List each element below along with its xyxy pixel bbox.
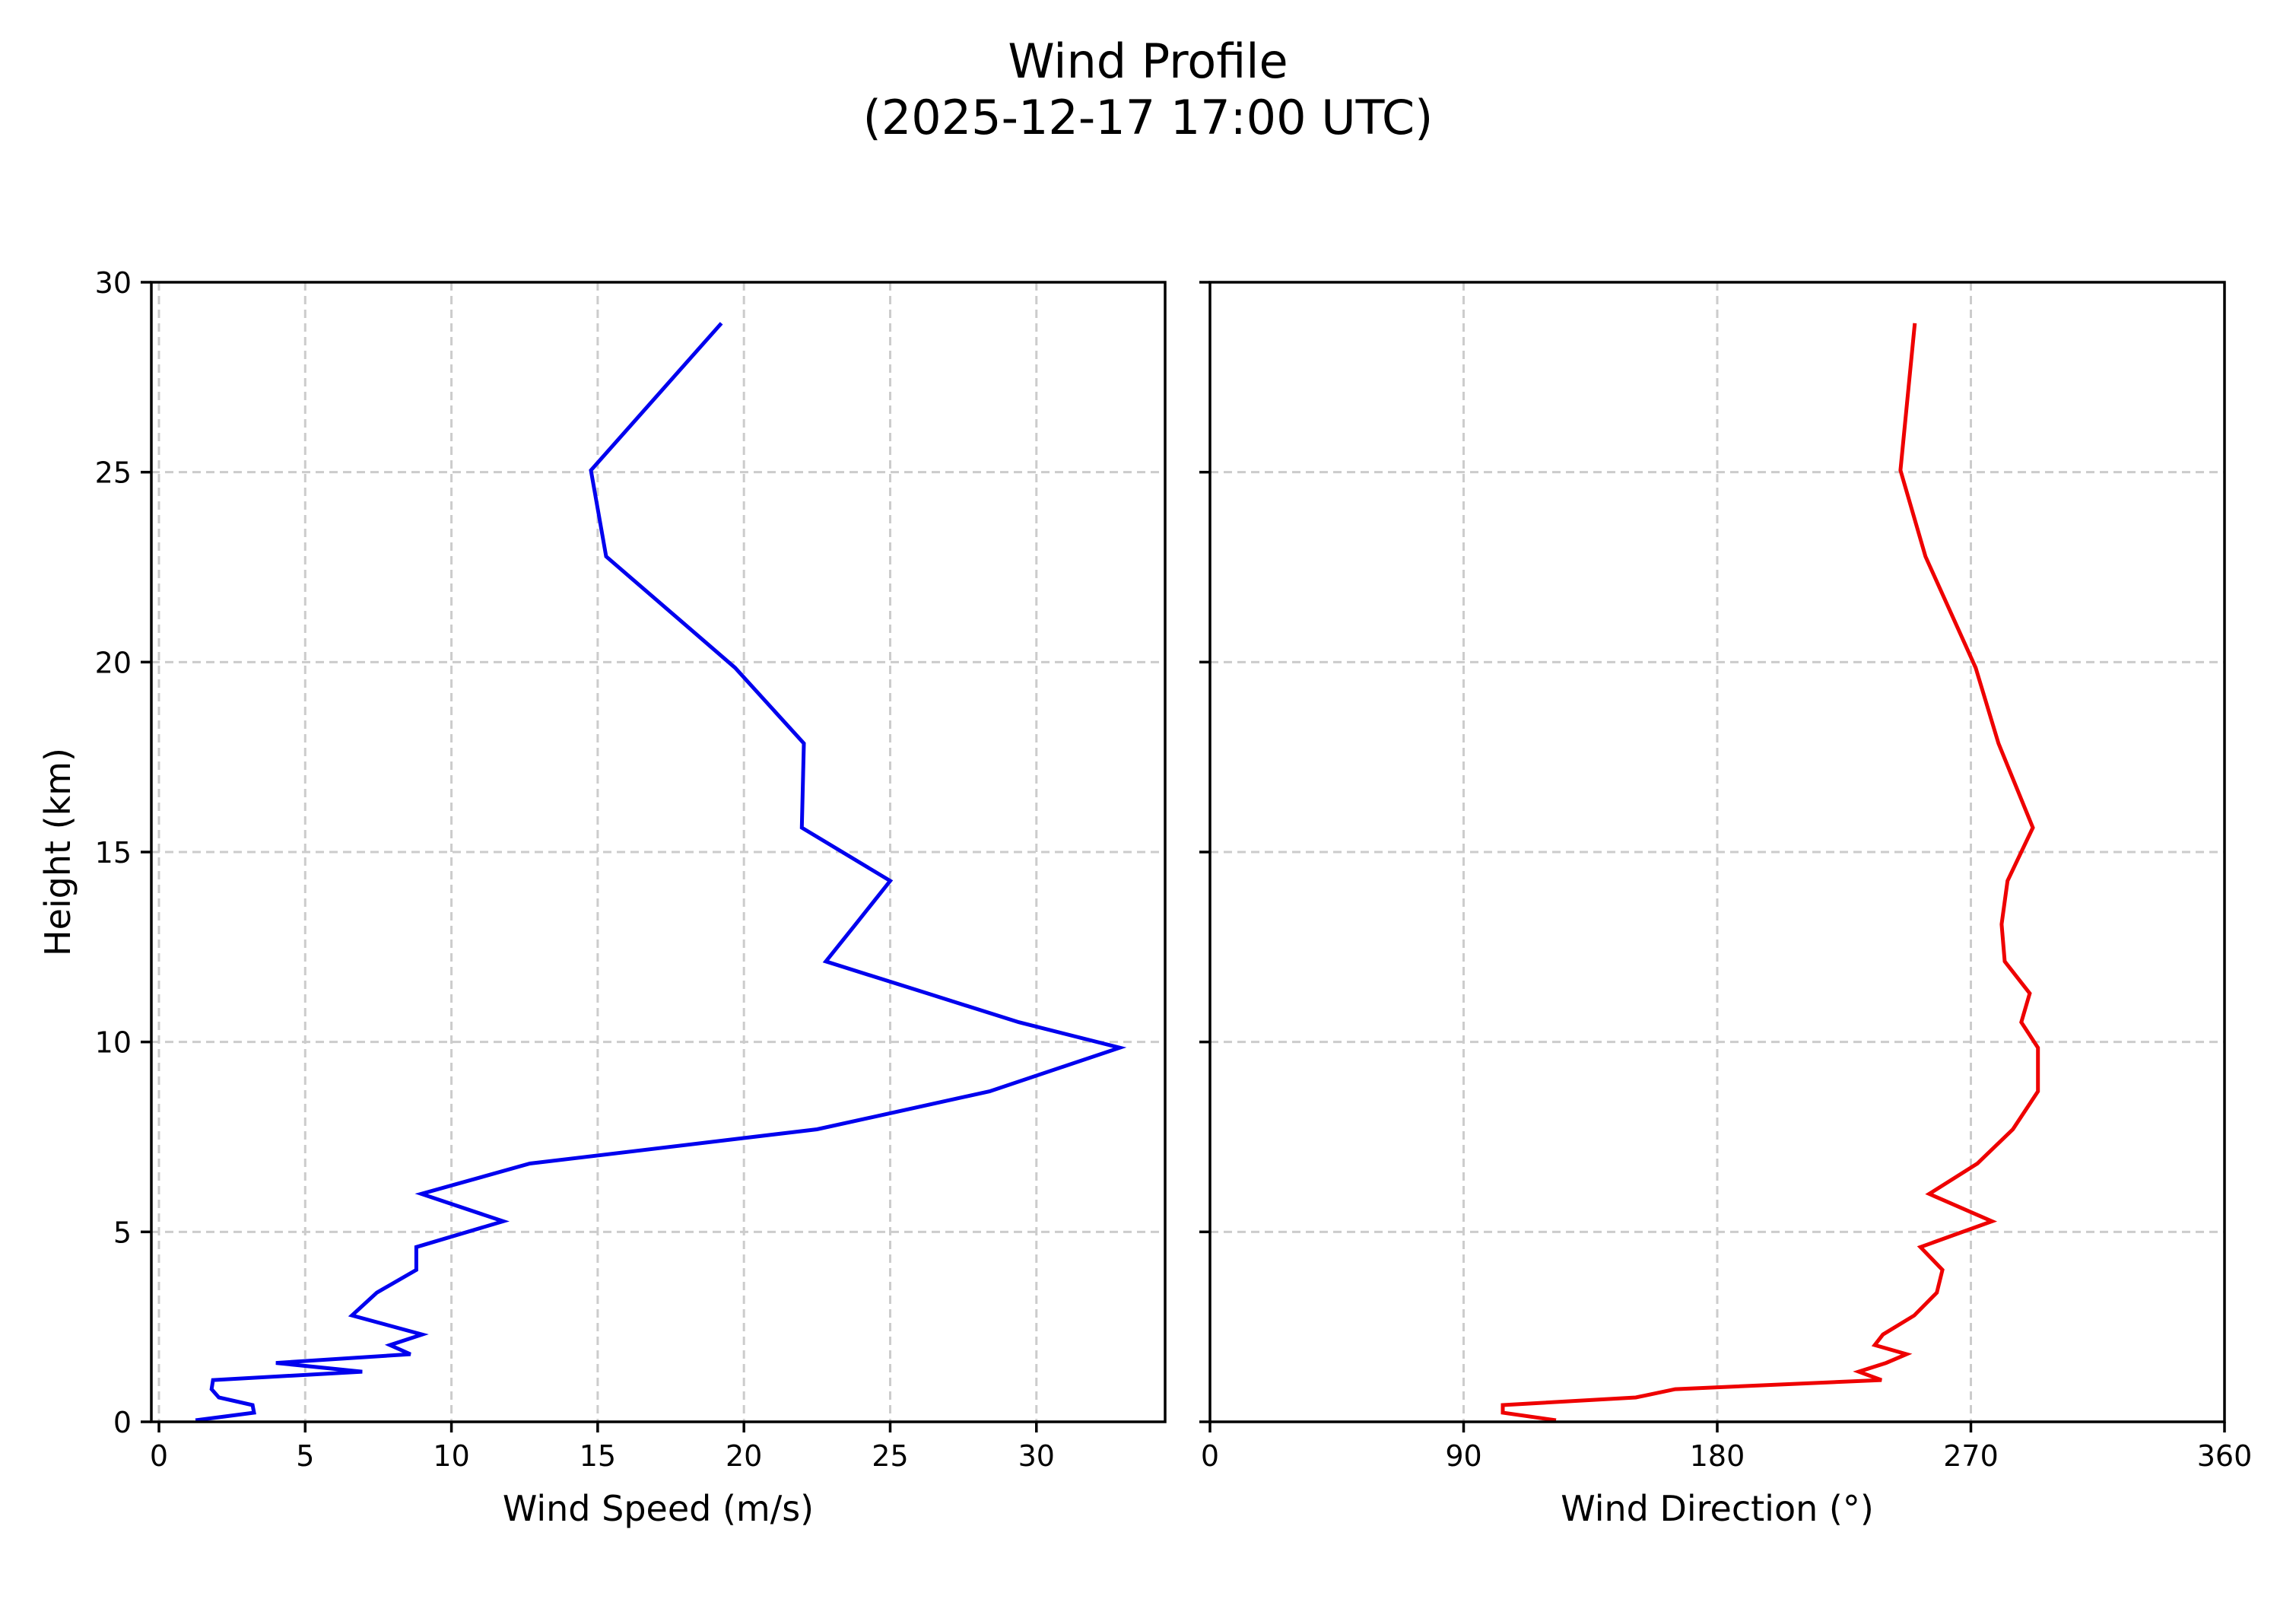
- wind-direction-line: [1500, 323, 2040, 1423]
- x-tick-label: 5: [296, 1439, 314, 1473]
- y-tick-label: 10: [95, 1026, 132, 1060]
- x-tick-label: 0: [150, 1439, 168, 1473]
- x-tick-label: 15: [580, 1439, 616, 1473]
- y-tick-label: 5: [113, 1216, 132, 1249]
- figure-title-line1: Wind Profile: [1008, 33, 1288, 89]
- y-tick-label: 0: [113, 1406, 132, 1439]
- wind-speed-line: [195, 322, 1127, 1423]
- wind-direction-panel: 0 90 180 270 360 Wind Direction (°): [1199, 281, 2253, 1529]
- y-axis-label: Height (km): [37, 748, 78, 956]
- x-tick-label: 180: [1690, 1439, 1745, 1473]
- x-tick-label: 10: [433, 1439, 469, 1473]
- y-tick-label: 30: [95, 266, 132, 300]
- x-tick-label: 360: [2197, 1439, 2253, 1473]
- x-axis-label-direction: Wind Direction (°): [1561, 1488, 1874, 1529]
- y-tick-label: 15: [95, 836, 132, 870]
- x-tick-label: 25: [872, 1439, 908, 1473]
- x-axis-label-speed: Wind Speed (m/s): [503, 1488, 814, 1529]
- x-tick-label: 30: [1018, 1439, 1055, 1473]
- y-tick-label: 20: [95, 646, 132, 679]
- x-tick-label: 270: [1943, 1439, 1999, 1473]
- y-tick-label: 25: [95, 456, 132, 490]
- x-tick-label: 0: [1201, 1439, 1219, 1473]
- wind-speed-panel: 0 5 10 15 20 25 30 0 5 10 15 20 25 30 Wind Speed (m/s): [95, 266, 1167, 1529]
- x-tick-label: 90: [1445, 1439, 1481, 1473]
- x-tick-label: 20: [726, 1439, 762, 1473]
- figure-title-line2: (2025-12-17 17:00 UTC): [862, 90, 1434, 145]
